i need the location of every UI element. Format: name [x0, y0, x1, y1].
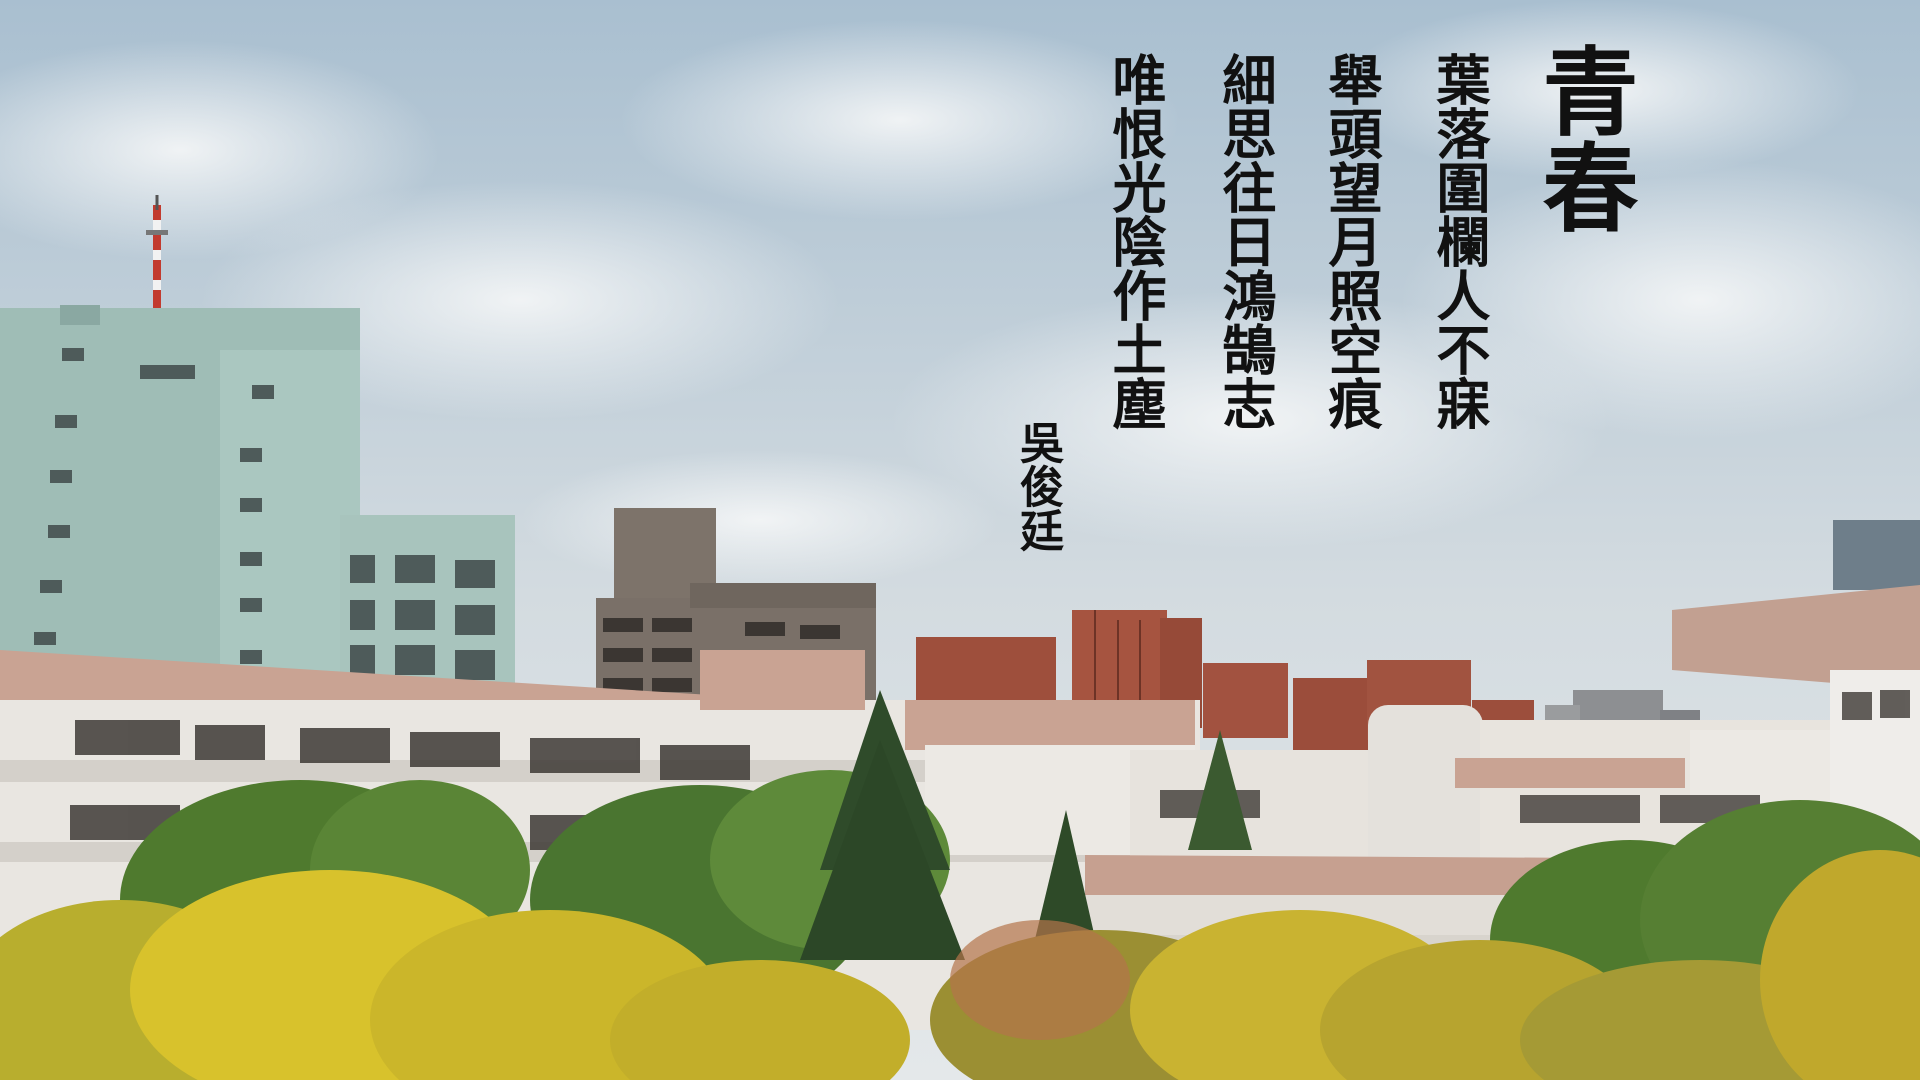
poem-title: 青春 [1526, 42, 1639, 234]
poem-author: 吳俊廷 [1012, 420, 1063, 552]
poem-line-2: 舉頭望月照空痕 [1319, 52, 1383, 430]
trees-yellow [0, 850, 1920, 1080]
poem-line-4: 唯恨光陰作土塵 [1103, 52, 1167, 430]
clouds [0, 0, 1920, 590]
poem-line-3: 細思往日鴻鵠志 [1213, 52, 1277, 430]
poem-line-1: 葉落圍欄人不寐 [1427, 52, 1491, 430]
green-building [0, 305, 515, 688]
